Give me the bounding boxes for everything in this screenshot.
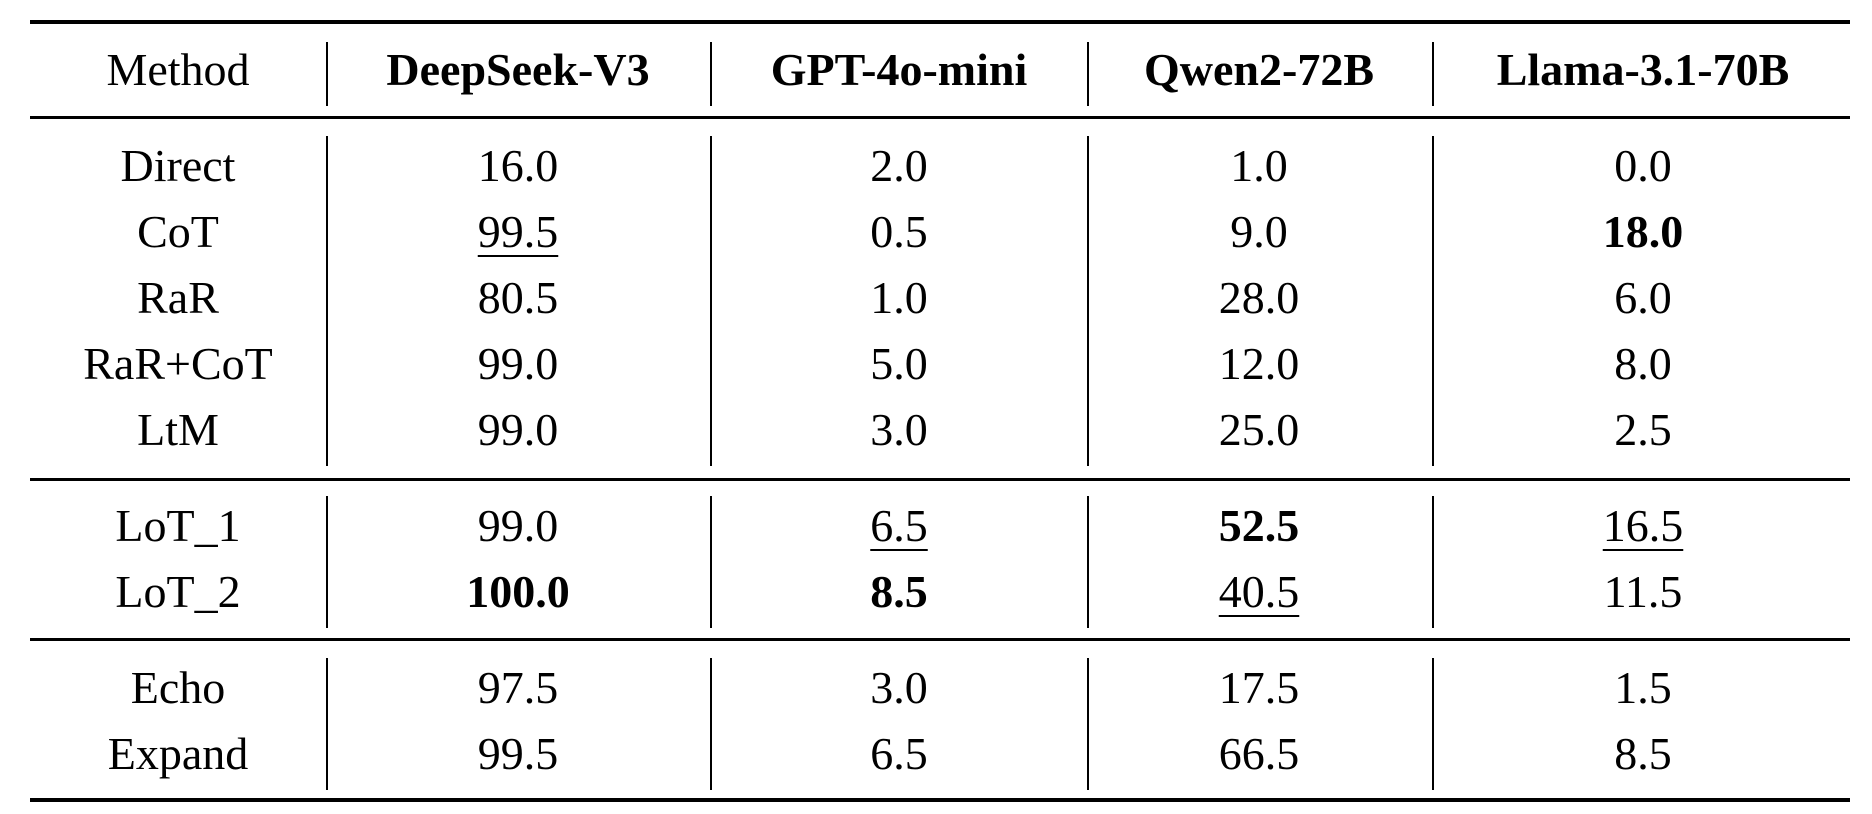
header-cell: GPT-4o-mini <box>770 44 1028 95</box>
method-cell: LtM <box>137 404 219 455</box>
score-cell: 99.5 <box>477 206 559 257</box>
score-cell: 80.5 <box>477 272 559 323</box>
score-cell: 3.0 <box>870 404 928 455</box>
score-cell: 28.0 <box>1218 272 1300 323</box>
score-cell: 8.5 <box>1614 728 1672 779</box>
column-separator <box>1087 136 1089 466</box>
score-cell: 5.0 <box>870 338 928 389</box>
score-cell: 0.5 <box>870 206 928 257</box>
score-cell: 17.5 <box>1218 662 1300 713</box>
group-rule <box>30 638 1850 641</box>
column-separator <box>710 658 712 790</box>
column-separator <box>1087 42 1089 106</box>
bottom-rule <box>30 798 1850 802</box>
method-cell: LoT_2 <box>115 566 241 617</box>
header-rule <box>30 116 1850 119</box>
score-cell: 40.5 <box>1218 566 1300 617</box>
method-cell: RaR <box>137 272 219 323</box>
score-cell: 6.0 <box>1614 272 1672 323</box>
score-cell: 6.5 <box>870 500 928 551</box>
score-cell: 12.0 <box>1218 338 1300 389</box>
column-separator <box>326 658 328 790</box>
score-cell: 99.0 <box>477 500 559 551</box>
score-cell: 2.5 <box>1614 404 1672 455</box>
score-cell: 18.0 <box>1602 206 1684 257</box>
method-cell: Echo <box>130 662 226 713</box>
column-separator <box>1432 658 1434 790</box>
column-separator <box>710 136 712 466</box>
score-cell: 2.0 <box>870 140 928 191</box>
column-separator <box>326 136 328 466</box>
score-cell: 25.0 <box>1218 404 1300 455</box>
score-cell: 6.5 <box>870 728 928 779</box>
score-cell: 16.5 <box>1602 500 1684 551</box>
score-cell: 99.0 <box>477 404 559 455</box>
score-cell: 8.5 <box>870 566 928 617</box>
column-separator <box>1432 496 1434 628</box>
score-cell: 8.0 <box>1614 338 1672 389</box>
score-cell: 99.5 <box>477 728 559 779</box>
column-separator <box>326 42 328 106</box>
method-cell: CoT <box>137 206 219 257</box>
score-cell: 100.0 <box>466 566 570 617</box>
header-cell: Method <box>106 44 250 95</box>
header-cell: DeepSeek-V3 <box>386 44 650 95</box>
column-separator <box>1432 42 1434 106</box>
column-separator <box>710 42 712 106</box>
top-rule <box>30 20 1850 24</box>
header-cell: Qwen2-72B <box>1144 44 1374 95</box>
score-cell: 1.0 <box>1230 140 1288 191</box>
method-cell: Expand <box>107 728 249 779</box>
method-cell: Direct <box>120 140 236 191</box>
score-cell: 1.5 <box>1614 662 1672 713</box>
score-cell: 1.0 <box>870 272 928 323</box>
score-cell: 99.0 <box>477 338 559 389</box>
score-cell: 52.5 <box>1218 500 1300 551</box>
score-cell: 66.5 <box>1218 728 1300 779</box>
score-cell: 3.0 <box>870 662 928 713</box>
column-separator <box>1087 496 1089 628</box>
method-cell: RaR+CoT <box>83 338 273 389</box>
column-separator <box>1087 658 1089 790</box>
column-separator <box>1432 136 1434 466</box>
score-cell: 9.0 <box>1230 206 1288 257</box>
score-cell: 0.0 <box>1614 140 1672 191</box>
score-cell: 97.5 <box>477 662 559 713</box>
header-cell: Llama-3.1-70B <box>1496 44 1790 95</box>
column-separator <box>710 496 712 628</box>
group-rule <box>30 478 1850 481</box>
score-cell: 11.5 <box>1603 566 1683 617</box>
score-cell: 16.0 <box>477 140 559 191</box>
column-separator <box>326 496 328 628</box>
method-cell: LoT_1 <box>115 500 241 551</box>
